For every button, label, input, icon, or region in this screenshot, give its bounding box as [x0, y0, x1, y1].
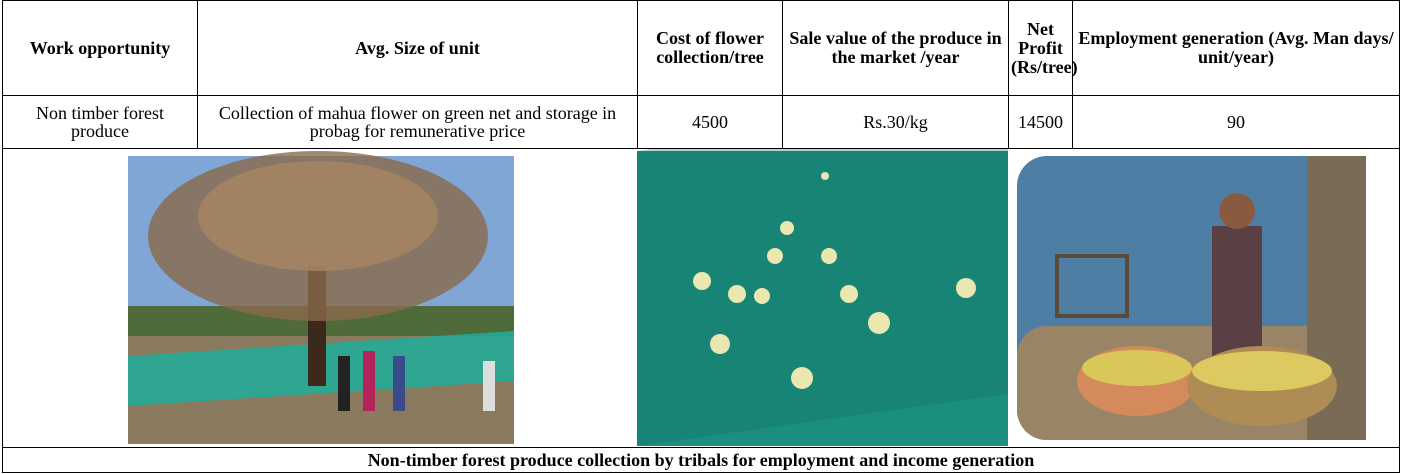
image-cell: [3, 149, 1400, 448]
cell: Non timber forest produce: [3, 96, 198, 149]
photo-tree: [128, 151, 514, 444]
header-cell: Net Profit (Rs/tree): [1009, 1, 1073, 96]
header-cell: Cost of flower collection/tree: [638, 1, 783, 96]
caption-row: Non-timber forest produce collection by …: [3, 448, 1400, 473]
page: Work opportunity Avg. Size of unit Cost …: [0, 0, 1401, 474]
caption: Non-timber forest produce collection by …: [3, 448, 1400, 473]
produce-table: Work opportunity Avg. Size of unit Cost …: [2, 0, 1400, 473]
cell: 90: [1073, 96, 1400, 149]
header-cell: Sale value of the produce in the market …: [783, 1, 1009, 96]
cell: Rs.30/kg: [783, 96, 1009, 149]
header-row: Work opportunity Avg. Size of unit Cost …: [3, 1, 1400, 96]
cell: 14500: [1009, 96, 1073, 149]
header-cell: Avg. Size of unit: [198, 1, 638, 96]
header-cell: Employment generation (Avg. Man days/ un…: [1073, 1, 1400, 96]
photo-woman: [1017, 156, 1366, 440]
data-row: Non timber forest produce Collection of …: [3, 96, 1400, 149]
image-row: [3, 149, 1400, 448]
photos: [3, 149, 1398, 447]
header-cell: Work opportunity: [3, 1, 198, 96]
cell: 4500: [638, 96, 783, 149]
cell: Collection of mahua flower on green net …: [198, 96, 638, 149]
photo-flowers: [637, 149, 1008, 446]
